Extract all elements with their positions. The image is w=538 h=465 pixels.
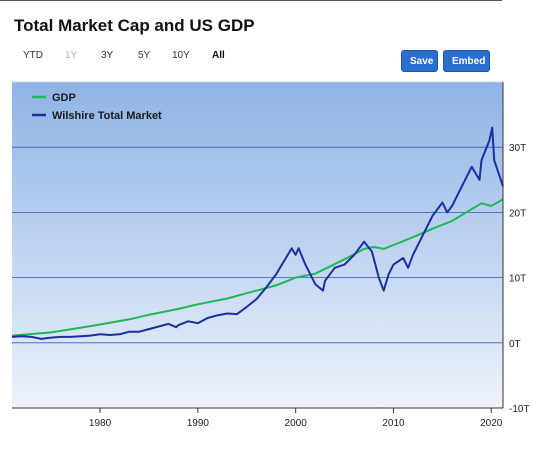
x-tick-label: 2020: [480, 418, 503, 429]
axes: -10T 0T 10T 20T 30T 1980 1990 2000 2010 2020: [12, 82, 530, 429]
legend-item-wilshire-label: Wilshire Total Market: [52, 110, 162, 122]
series-lines: [11, 126, 504, 340]
gdp-series-line: [11, 198, 504, 337]
range-button-10y[interactable]: 10Y: [172, 50, 190, 61]
y-tick-label: 0T: [509, 339, 521, 350]
y-tick-label: 20T: [509, 208, 526, 219]
range-button-5y[interactable]: 5Y: [138, 50, 151, 61]
embed-button[interactable]: Embed: [443, 50, 490, 72]
legend: GDP Wilshire Total Market: [32, 92, 162, 122]
top-rule: [0, 0, 502, 1]
range-button-1y[interactable]: 1Y: [65, 50, 78, 61]
range-button-3y[interactable]: 3Y: [101, 50, 114, 61]
wilshire-series-line: [11, 126, 504, 340]
x-tick-label: 1980: [89, 418, 112, 429]
y-tick-label: 30T: [509, 143, 526, 154]
range-button-all[interactable]: All: [212, 50, 225, 61]
y-tick-label: -10T: [509, 404, 530, 415]
range-button-ytd[interactable]: YTD: [23, 50, 43, 61]
x-tick-label: 2000: [285, 418, 308, 429]
save-button[interactable]: Save: [401, 50, 438, 72]
chart-title: Total Market Cap and US GDP: [14, 16, 255, 35]
x-tick-label: 1990: [187, 418, 210, 429]
y-tick-label: 10T: [509, 274, 526, 285]
plot-area: [12, 82, 503, 408]
legend-item-gdp-label: GDP: [52, 92, 76, 104]
x-tick-label: 2010: [382, 418, 405, 429]
